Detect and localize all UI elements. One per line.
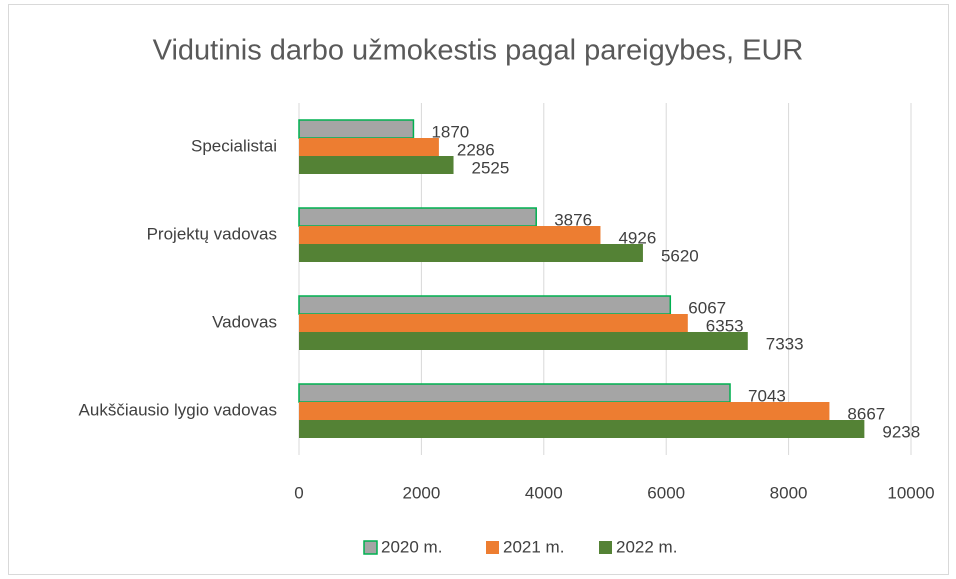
y-tick-label: Projektų vadovas xyxy=(147,224,277,243)
legend-marker xyxy=(486,541,499,554)
data-label: 7333 xyxy=(766,334,804,353)
data-label: 6353 xyxy=(706,316,744,335)
bar xyxy=(298,207,537,227)
x-tick-label: 10000 xyxy=(887,483,934,502)
bar xyxy=(299,244,643,262)
legend-label: 2022 m. xyxy=(616,537,677,556)
bar xyxy=(298,383,731,403)
x-tick-label: 4000 xyxy=(525,483,563,502)
data-label: 1870 xyxy=(431,122,469,141)
bar xyxy=(298,119,415,139)
chart-title: Vidutinis darbo užmokestis pagal pareigy… xyxy=(153,35,804,67)
bar xyxy=(299,226,601,244)
data-label: 2286 xyxy=(457,140,495,159)
bar xyxy=(299,314,688,332)
bar xyxy=(299,402,830,420)
data-label: 2525 xyxy=(472,158,510,177)
data-label: 8667 xyxy=(847,404,885,423)
y-tick-label: Aukščiausio lygio vadovas xyxy=(79,400,277,419)
data-label: 3876 xyxy=(554,210,592,229)
data-label: 7043 xyxy=(748,386,786,405)
x-tick-label: 0 xyxy=(294,483,303,502)
legend-label: 2021 m. xyxy=(503,537,564,556)
x-tick-label: 8000 xyxy=(770,483,808,502)
data-label: 9238 xyxy=(882,422,920,441)
bar xyxy=(299,420,865,438)
data-label: 6067 xyxy=(688,298,726,317)
data-label: 4926 xyxy=(618,228,656,247)
legend-label: 2020 m. xyxy=(381,537,442,556)
bar xyxy=(299,332,748,350)
x-tick-label: 6000 xyxy=(647,483,685,502)
legend-marker xyxy=(363,540,378,555)
legend-marker xyxy=(599,541,612,554)
bar xyxy=(299,138,439,156)
bar xyxy=(298,295,672,315)
y-tick-label: Vadovas xyxy=(212,312,277,331)
data-label: 5620 xyxy=(661,246,699,265)
x-tick-label: 2000 xyxy=(402,483,440,502)
bar xyxy=(299,156,454,174)
y-tick-label: Specialistai xyxy=(191,136,277,155)
chart-border xyxy=(8,4,949,575)
